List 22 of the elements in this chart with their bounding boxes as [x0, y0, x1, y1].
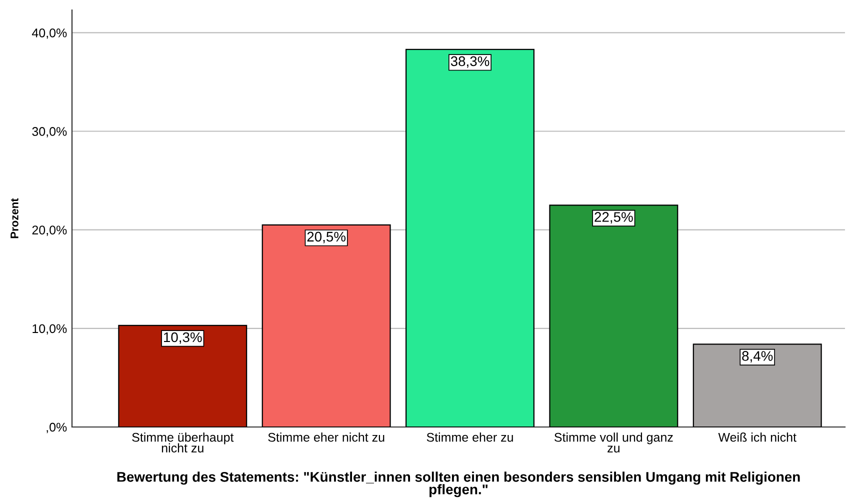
y-tick-label: 30,0%	[32, 127, 67, 138]
bar	[692, 344, 822, 427]
bar	[118, 324, 248, 427]
bar	[406, 48, 534, 427]
x-tick-label: Stimme eher nicht zu	[268, 432, 384, 442]
data-label: 8,4%	[742, 351, 773, 363]
data-label: 10,3%	[164, 332, 202, 344]
y-tick-label: ,0%	[46, 422, 67, 434]
y-axis-title: Prozent	[10, 198, 18, 238]
data-label: 20,5%	[307, 232, 346, 244]
data-label: 38,3%	[450, 56, 490, 68]
x-tick-label: Stimme voll und ganz zu	[554, 432, 673, 452]
x-axis-title: Bewertung des Statements: "Künstler_innen sollten einen besonders sensiblen Umgang mit Religionen pflegen."	[117, 472, 800, 498]
y-tick-label: 20,0%	[32, 226, 67, 236]
bar	[262, 224, 391, 427]
x-tick-label: Stimme eher zu	[426, 432, 513, 442]
y-tick-label: 10,0%	[32, 324, 67, 335]
data-label: 22,5%	[594, 212, 633, 224]
x-tick-label: Stimme überhaupt nicht zu	[132, 432, 234, 452]
y-tick-label: 40,0%	[32, 28, 67, 39]
bar	[549, 204, 678, 427]
x-tick-label: Weiß ich nicht	[718, 432, 796, 442]
